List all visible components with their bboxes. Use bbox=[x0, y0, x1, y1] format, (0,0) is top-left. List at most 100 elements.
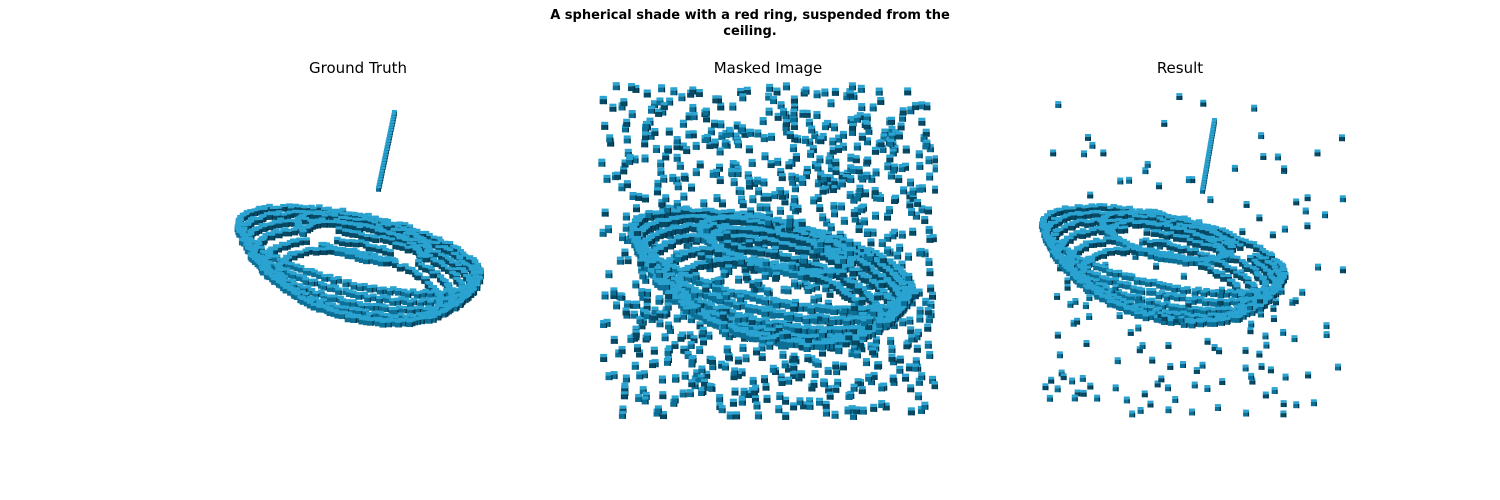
voxel-cube bbox=[826, 391, 834, 400]
voxel-cube bbox=[1267, 366, 1274, 374]
voxel-cube bbox=[703, 225, 711, 234]
voxel-cube bbox=[658, 199, 666, 208]
voxel-cube bbox=[1137, 406, 1144, 414]
voxel-cube bbox=[418, 316, 425, 325]
voxel-cube bbox=[906, 316, 914, 325]
voxel-cube bbox=[1127, 329, 1134, 336]
voxel-cube bbox=[1211, 319, 1218, 327]
voxel-cube bbox=[1116, 312, 1123, 320]
voxel-cube bbox=[276, 220, 283, 229]
voxel-cube bbox=[689, 103, 697, 112]
voxel-cube bbox=[685, 130, 693, 139]
voxel-cube bbox=[905, 363, 913, 372]
voxel-cube bbox=[700, 378, 708, 387]
voxel-cube bbox=[725, 264, 733, 273]
voxel-cube bbox=[800, 255, 808, 264]
voxel-cube bbox=[691, 290, 699, 299]
voxel-cube bbox=[835, 326, 844, 336]
voxel-cube bbox=[643, 302, 651, 311]
voxel-cube bbox=[819, 213, 827, 222]
voxel-cube bbox=[681, 234, 689, 244]
voxel-cube bbox=[811, 369, 819, 379]
voxel-cube bbox=[849, 267, 858, 277]
voxel-cube bbox=[826, 340, 835, 350]
voxel-cube bbox=[784, 286, 792, 295]
voxel-cube bbox=[665, 127, 673, 136]
voxel-cube bbox=[680, 252, 688, 261]
voxel-cube bbox=[773, 271, 781, 280]
voxel-cube bbox=[692, 141, 700, 150]
voxel-cube bbox=[907, 178, 915, 187]
voxel-cube bbox=[622, 307, 630, 316]
voxel-cube bbox=[632, 204, 640, 213]
voxel-cube bbox=[643, 288, 651, 297]
voxel-cube bbox=[662, 194, 670, 203]
voxel-cube bbox=[868, 174, 876, 183]
voxel-cube bbox=[1144, 279, 1152, 287]
voxel-cube bbox=[770, 96, 778, 105]
voxel-cube bbox=[1060, 225, 1068, 234]
voxel-cube bbox=[680, 214, 689, 224]
voxel-cube bbox=[623, 180, 631, 189]
voxel-cube bbox=[1239, 312, 1247, 320]
voxel-cube bbox=[623, 135, 631, 144]
voxel-cube bbox=[1256, 296, 1263, 304]
voxel-cube bbox=[268, 232, 276, 241]
voxel-cube bbox=[673, 314, 681, 323]
voxel-cube bbox=[911, 102, 919, 111]
voxel-cube bbox=[1164, 224, 1171, 232]
voxel-cube bbox=[372, 302, 380, 311]
voxel-cube bbox=[913, 332, 921, 341]
voxel-cube bbox=[831, 87, 839, 96]
voxel-cube bbox=[743, 86, 751, 95]
voxel-cube bbox=[790, 362, 798, 371]
voxel-cube bbox=[843, 317, 851, 327]
voxel-cube bbox=[649, 259, 657, 269]
voxel-cube bbox=[335, 276, 342, 284]
voxel-cube bbox=[655, 230, 664, 240]
voxel-cube bbox=[637, 258, 645, 267]
voxel-cube bbox=[367, 303, 375, 311]
voxel-cube bbox=[661, 333, 669, 342]
voxel-cube bbox=[808, 284, 816, 293]
voxel-cube bbox=[1185, 176, 1192, 184]
voxel-cube bbox=[643, 332, 651, 341]
voxel-cube bbox=[702, 284, 710, 293]
voxel-cube bbox=[887, 138, 895, 147]
voxel-cube bbox=[791, 184, 799, 193]
voxel-cube bbox=[1269, 231, 1276, 239]
voxel-cube bbox=[631, 361, 639, 370]
voxel-cube bbox=[621, 159, 629, 168]
voxel-cube bbox=[844, 406, 852, 415]
voxel-cube bbox=[765, 217, 773, 226]
voxel-cube bbox=[350, 299, 357, 307]
voxel-cube bbox=[790, 194, 798, 204]
voxel-cube bbox=[799, 325, 808, 335]
voxel-cube bbox=[290, 252, 298, 261]
voxel-cube bbox=[890, 163, 898, 172]
voxel-cube bbox=[921, 249, 929, 258]
masked-image-voxel-render bbox=[598, 82, 938, 422]
voxel-cube bbox=[813, 90, 821, 99]
voxel-cube bbox=[898, 230, 906, 239]
voxel-cube bbox=[1155, 291, 1163, 300]
voxel-cube bbox=[738, 124, 746, 133]
voxel-cube bbox=[932, 185, 938, 194]
voxel-cube bbox=[642, 120, 650, 129]
voxel-cube bbox=[907, 384, 915, 393]
voxel-cube bbox=[297, 237, 304, 246]
voxel-cube bbox=[755, 187, 763, 196]
voxel-cube bbox=[282, 219, 290, 228]
voxel-cube bbox=[925, 257, 933, 266]
voxel-cube bbox=[764, 193, 772, 202]
voxel-cube bbox=[761, 308, 769, 318]
voxel-cube bbox=[603, 174, 611, 183]
voxel-cube bbox=[832, 384, 840, 393]
voxel-cube bbox=[801, 135, 809, 144]
voxel-cube bbox=[1121, 211, 1128, 219]
panel-title-ground-truth: Ground Truth bbox=[309, 59, 407, 77]
voxel-cube bbox=[1087, 191, 1094, 199]
voxel-cube bbox=[738, 256, 746, 265]
voxel-cube bbox=[626, 156, 634, 165]
voxel-cube bbox=[766, 341, 774, 350]
